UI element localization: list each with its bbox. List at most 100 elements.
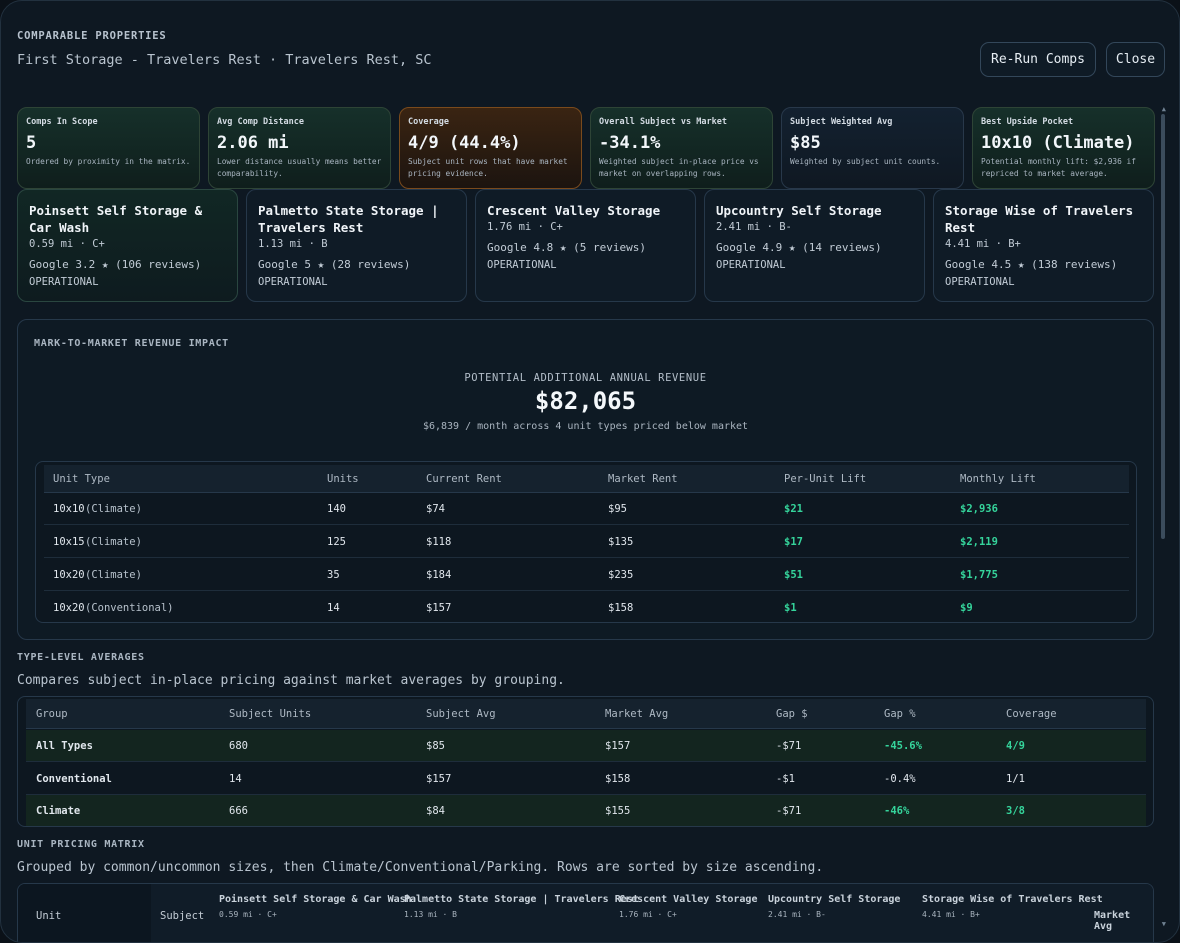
table-row: All Types 680 $85 $157 -$71 -45.6% 4/9	[26, 730, 1146, 762]
comp-card[interactable]: Upcountry Self Storage 2.41 mi · B- Goog…	[704, 189, 925, 302]
potential-revenue-note: $6,839 / month across 4 unit types price…	[422, 421, 749, 432]
table-row: 10x20 (Climate) 35 $184 $235 $51 $1,775	[44, 559, 1129, 591]
matrix-sticky-column	[18, 884, 151, 942]
kpi-card: Best Upside Pocket 10x10 (Climate) Poten…	[972, 107, 1155, 189]
kpi-value: 5	[26, 133, 37, 153]
close-button[interactable]: Close	[1106, 42, 1165, 77]
kpi-label: Overall Subject vs Market	[599, 117, 727, 127]
kpi-label: Best Upside Pocket	[981, 117, 1074, 127]
comp-meta: 1.76 mi · C+	[487, 221, 563, 233]
current-rent-cell: $118	[426, 535, 452, 548]
comp-rating: Google 4.8 ★ (5 reviews)	[487, 241, 646, 254]
subject-units-cell: 14	[229, 772, 242, 785]
type-averages-table: Group Subject Units Subject Avg Market A…	[17, 696, 1154, 827]
coverage-cell: 1/1	[1006, 772, 1025, 785]
table-row: 10x10 (Climate) 140 $74 $95 $21 $2,936	[44, 493, 1129, 525]
comp-name: Poinsett Self Storage & Car Wash	[29, 203, 203, 235]
unit-kind: (Climate)	[85, 568, 142, 581]
kpi-note: Subject unit rows that have market prici…	[408, 157, 568, 178]
kpi-card: Comps In Scope 5 Ordered by proximity in…	[17, 107, 200, 189]
comp-card[interactable]: Palmetto State Storage | Travelers Rest …	[246, 189, 467, 302]
monthly-lift-cell: $2,119	[960, 535, 998, 548]
units-cell: 140	[327, 502, 346, 515]
per-unit-lift-cell: $1	[784, 602, 797, 614]
comp-name: Crescent Valley Storage	[487, 203, 661, 218]
comp-status: OPERATIONAL	[29, 276, 99, 288]
column-header: Units	[327, 472, 359, 485]
units-cell: 125	[327, 535, 346, 548]
comp-status: OPERATIONAL	[258, 276, 328, 288]
matrix-comp-name: Palmetto State Storage | Travelers Rest	[404, 894, 639, 905]
unit-kind: (Climate)	[85, 535, 142, 548]
gap-cell: -$1	[776, 772, 795, 785]
kpi-value: -34.1%	[599, 133, 661, 153]
unit-size: 10x10	[53, 502, 85, 515]
market-avg-cell: $157	[605, 739, 631, 752]
matrix-comp-name: Upcountry Self Storage	[768, 894, 901, 905]
gap-pct-cell: -45.6%	[884, 739, 922, 752]
group-cell: Climate	[36, 805, 81, 817]
section-title: UNIT PRICING MATRIX	[17, 839, 145, 850]
scroll-down-icon[interactable]: ▼	[1161, 920, 1166, 928]
kpi-label: Avg Comp Distance	[217, 117, 304, 127]
column-header-unit: Unit	[36, 910, 62, 922]
rerun-comps-button[interactable]: Re-Run Comps	[980, 42, 1096, 77]
potential-revenue-value: $82,065	[534, 387, 637, 415]
subject-units-cell: 680	[229, 739, 248, 752]
comp-name: Upcountry Self Storage	[716, 203, 882, 218]
column-header: Current Rent	[426, 472, 502, 485]
gap-pct-cell: -0.4%	[884, 772, 916, 785]
market-rent-cell: $235	[608, 568, 634, 581]
current-rent-cell: $157	[426, 602, 452, 614]
comp-card[interactable]: Storage Wise of Travelers Rest 4.41 mi ·…	[933, 189, 1154, 302]
comp-meta: 4.41 mi · B+	[945, 238, 1021, 250]
mark-to-market-panel: MARK-TO-MARKET REVENUE IMPACT POTENTIAL …	[17, 319, 1154, 640]
unit-size: 10x20	[53, 568, 85, 581]
table-header: Group Subject Units Subject Avg Market A…	[26, 699, 1146, 729]
market-avg-cell: $155	[605, 805, 631, 817]
unit-kind: (Climate)	[85, 502, 142, 515]
column-header: Unit Type	[53, 472, 110, 485]
comp-meta: 2.41 mi · B-	[716, 221, 792, 233]
subject-units-cell: 666	[229, 805, 248, 817]
matrix-comp-meta: 1.13 mi · B	[404, 910, 457, 919]
matrix-comp-name: Crescent Valley Storage	[619, 894, 758, 905]
scroll-up-icon[interactable]: ▲	[1161, 105, 1166, 113]
comp-meta: 0.59 mi · C+	[29, 238, 105, 250]
comp-card[interactable]: Poinsett Self Storage & Car Wash 0.59 mi…	[17, 189, 238, 302]
matrix-comp-meta: 4.41 mi · B+	[922, 910, 980, 919]
scrollbar-thumb[interactable]	[1161, 114, 1165, 539]
coverage-cell: 3/8	[1006, 805, 1025, 817]
kpi-label: Comps In Scope	[26, 117, 98, 127]
comp-rating: Google 3.2 ★ (106 reviews)	[29, 258, 202, 271]
comp-card[interactable]: Crescent Valley Storage 1.76 mi · C+ Goo…	[475, 189, 696, 302]
market-rent-cell: $158	[608, 602, 634, 614]
subject-avg-cell: $85	[426, 739, 445, 752]
section-subtitle: Compares subject in-place pricing agains…	[17, 673, 565, 688]
per-unit-lift-cell: $51	[784, 568, 803, 581]
kpi-card: Avg Comp Distance 2.06 mi Lower distance…	[208, 107, 391, 189]
group-cell: All Types	[36, 739, 93, 752]
matrix-comp-meta: 2.41 mi · B-	[768, 910, 826, 919]
column-header-market-avg: Market Avg	[1094, 910, 1131, 932]
modal-eyebrow: COMPARABLE PROPERTIES	[17, 30, 167, 42]
column-header-subject: Subject	[160, 910, 205, 922]
gap-cell: -$71	[776, 805, 802, 817]
units-cell: 14	[327, 602, 340, 614]
kpi-value: 2.06 mi	[217, 133, 289, 153]
column-header: Subject Avg	[426, 707, 496, 720]
kpi-note: Ordered by proximity in the matrix.	[26, 157, 191, 166]
monthly-lift-cell: $1,775	[960, 568, 998, 581]
market-rent-cell: $135	[608, 535, 634, 548]
matrix-comp-name: Storage Wise of Travelers Rest	[922, 894, 1103, 905]
section-title: MARK-TO-MARKET REVENUE IMPACT	[34, 338, 229, 349]
unit-pricing-matrix: Unit Subject Poinsett Self Storage & Car…	[17, 883, 1154, 942]
subject-avg-cell: $157	[426, 772, 452, 785]
coverage-cell: 4/9	[1006, 739, 1025, 752]
kpi-label: Subject Weighted Avg	[790, 117, 893, 127]
market-avg-cell: $158	[605, 772, 631, 785]
potential-revenue-label: POTENTIAL ADDITIONAL ANNUAL REVENUE	[464, 372, 707, 384]
comp-name: Palmetto State Storage | Travelers Rest	[258, 203, 439, 235]
kpi-card: Coverage 4/9 (44.4%) Subject unit rows t…	[399, 107, 582, 189]
